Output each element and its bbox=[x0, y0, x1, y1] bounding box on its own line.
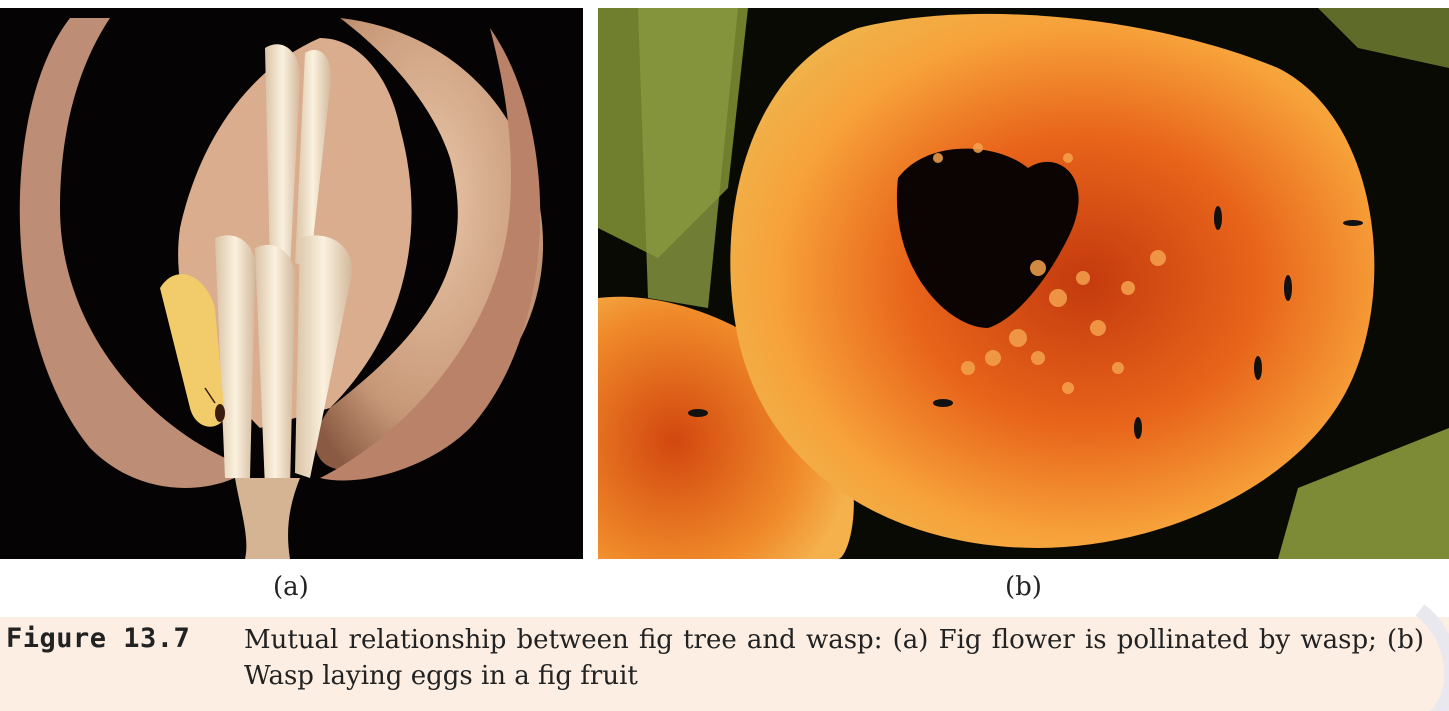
fig-fruit-photo bbox=[598, 8, 1449, 559]
caption-text: Mutual relationship between fig tree and… bbox=[244, 625, 1424, 691]
panel-b-label: (b) bbox=[1005, 572, 1042, 602]
fig-flower-photo bbox=[0, 8, 583, 559]
fig-fruit-illustration bbox=[598, 8, 1449, 559]
fig-flower-illustration bbox=[0, 8, 583, 559]
panel-a-label: (a) bbox=[273, 572, 309, 602]
figure-caption: Figure 13.7 Mutual relationship between … bbox=[0, 617, 1449, 711]
figure-number: Figure 13.7 bbox=[6, 623, 191, 654]
